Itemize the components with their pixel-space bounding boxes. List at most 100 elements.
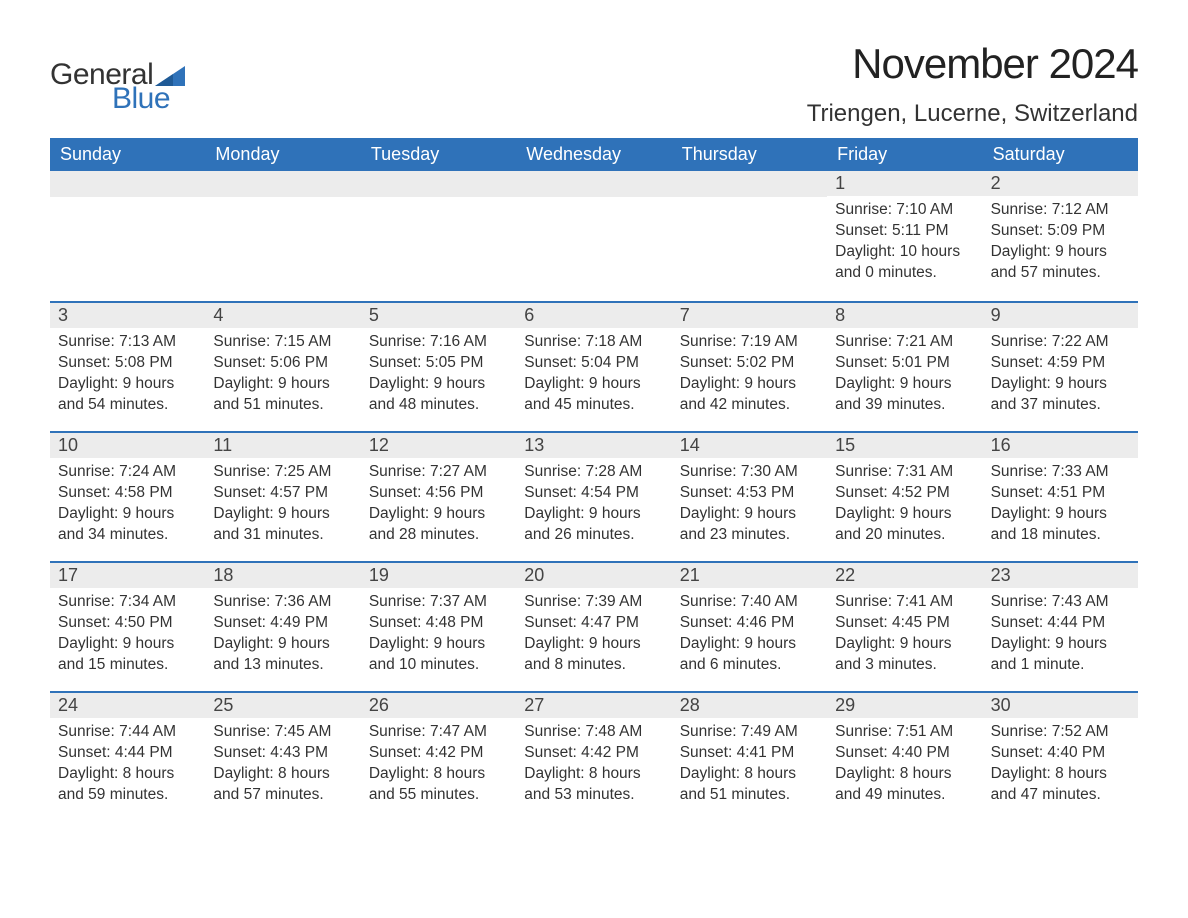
day-number: 4 (205, 303, 360, 328)
day-body: Sunrise: 7:40 AMSunset: 4:46 PMDaylight:… (672, 588, 827, 690)
day-number: 21 (672, 563, 827, 588)
sunset-line: Sunset: 4:42 PM (524, 743, 663, 764)
sunrise-line: Sunrise: 7:28 AM (524, 462, 663, 483)
day-body: Sunrise: 7:25 AMSunset: 4:57 PMDaylight:… (205, 458, 360, 560)
sunset-line: Sunset: 4:43 PM (213, 743, 352, 764)
dow-cell: Saturday (983, 138, 1138, 171)
sunset-line: Sunset: 4:53 PM (680, 483, 819, 504)
day-cell: 24Sunrise: 7:44 AMSunset: 4:44 PMDayligh… (50, 693, 205, 821)
day-number: 9 (983, 303, 1138, 328)
day-number: 10 (50, 433, 205, 458)
sunset-line: Sunset: 4:50 PM (58, 613, 197, 634)
day-cell: 29 Sunrise: 7:51 AMSunset: 4:40 PMDayligh… (827, 693, 982, 821)
daylight-line: Daylight: 9 hours and 8 minutes. (524, 634, 663, 676)
dow-cell: Thursday (672, 138, 827, 171)
sunset-line: Sunset: 4:44 PM (991, 613, 1130, 634)
day-number: 15 (827, 433, 982, 458)
day-number: 29 (827, 693, 982, 718)
sunset-line: Sunset: 5:06 PM (213, 353, 352, 374)
sunrise-line: Sunrise: 7:40 AM (680, 592, 819, 613)
sunset-line: Sunset: 5:01 PM (835, 353, 974, 374)
weeks-container: 1Sunrise: 7:10 AMSunset: 5:11 PMDaylight… (50, 171, 1138, 821)
day-body: Sunrise: 7:18 AMSunset: 5:04 PMDaylight:… (516, 328, 671, 430)
day-number: 5 (361, 303, 516, 328)
day-body: Sunrise: 7:45 AMSunset: 4:43 PMDaylight:… (205, 718, 360, 820)
sunrise-line: Sunrise: 7:25 AM (213, 462, 352, 483)
day-number: 2 (983, 171, 1138, 196)
daylight-line: Daylight: 9 hours and 3 minutes. (835, 634, 974, 676)
day-cell: 22Sunrise: 7:41 AMSunset: 4:45 PMDayligh… (827, 563, 982, 691)
week-row: 1Sunrise: 7:10 AMSunset: 5:11 PMDaylight… (50, 171, 1138, 301)
sunrise-line: Sunrise: 7:16 AM (369, 332, 508, 353)
day-cell: 6Sunrise: 7:18 AMSunset: 5:04 PMDaylight… (516, 303, 671, 431)
sunrise-line: Sunrise: 7:44 AM (58, 722, 197, 743)
day-cell: 16Sunrise: 7:33 AMSunset: 4:51 PMDayligh… (983, 433, 1138, 561)
day-body: Sunrise: 7:39 AMSunset: 4:47 PMDaylight:… (516, 588, 671, 690)
day-cell: 1Sunrise: 7:10 AMSunset: 5:11 PMDaylight… (827, 171, 982, 301)
sunrise-line: Sunrise: 7:49 AM (680, 722, 819, 743)
day-cell: 14Sunrise: 7:30 AMSunset: 4:53 PMDayligh… (672, 433, 827, 561)
day-body: Sunrise: 7:41 AMSunset: 4:45 PMDaylight:… (827, 588, 982, 690)
sunset-line: Sunset: 4:57 PM (213, 483, 352, 504)
day-body: Sunrise: 7:19 AMSunset: 5:02 PMDaylight:… (672, 328, 827, 430)
daylight-line: Daylight: 9 hours and 10 minutes. (369, 634, 508, 676)
day-number: 23 (983, 563, 1138, 588)
day-cell: 5Sunrise: 7:16 AMSunset: 5:05 PMDaylight… (361, 303, 516, 431)
sunset-line: Sunset: 4:42 PM (369, 743, 508, 764)
sunrise-line: Sunrise: 7:34 AM (58, 592, 197, 613)
day-number: 18 (205, 563, 360, 588)
day-body: Sunrise: 7:37 AMSunset: 4:48 PMDaylight:… (361, 588, 516, 690)
daylight-line: Daylight: 9 hours and 39 minutes. (835, 374, 974, 416)
daylight-line: Daylight: 8 hours and 51 minutes. (680, 764, 819, 806)
sunset-line: Sunset: 4:44 PM (58, 743, 197, 764)
sunset-line: Sunset: 5:02 PM (680, 353, 819, 374)
day-body: Sunrise: 7:49 AMSunset: 4:41 PMDaylight:… (672, 718, 827, 820)
day-cell: 20Sunrise: 7:39 AMSunset: 4:47 PMDayligh… (516, 563, 671, 691)
day-cell: 30Sunrise: 7:52 AMSunset: 4:40 PMDayligh… (983, 693, 1138, 821)
day-number: 28 (672, 693, 827, 718)
sunrise-line: Sunrise: 7:33 AM (991, 462, 1130, 483)
day-body: Sunrise: 7:21 AMSunset: 5:01 PMDaylight:… (827, 328, 982, 430)
day-body: Sunrise: 7:22 AMSunset: 4:59 PMDaylight:… (983, 328, 1138, 430)
dow-cell: Sunday (50, 138, 205, 171)
day-cell: 15Sunrise: 7:31 AMSunset: 4:52 PMDayligh… (827, 433, 982, 561)
day-cell: 10Sunrise: 7:24 AMSunset: 4:58 PMDayligh… (50, 433, 205, 561)
sunset-line: Sunset: 5:11 PM (835, 221, 974, 242)
sunset-line: Sunset: 4:48 PM (369, 613, 508, 634)
day-number: 13 (516, 433, 671, 458)
day-cell: 27Sunrise: 7:48 AMSunset: 4:42 PMDayligh… (516, 693, 671, 821)
daylight-line: Daylight: 8 hours and 53 minutes. (524, 764, 663, 806)
daylight-line: Daylight: 9 hours and 26 minutes. (524, 504, 663, 546)
day-number: 11 (205, 433, 360, 458)
sunset-line: Sunset: 4:40 PM (835, 743, 974, 764)
sunrise-line: Sunrise: 7:51 AM (835, 722, 974, 743)
daylight-line: Daylight: 9 hours and 15 minutes. (58, 634, 197, 676)
dow-cell: Tuesday (361, 138, 516, 171)
logo-text-blue: Blue (112, 82, 170, 116)
daylight-line: Daylight: 8 hours and 49 minutes. (835, 764, 974, 806)
day-cell: 8Sunrise: 7:21 AMSunset: 5:01 PMDaylight… (827, 303, 982, 431)
dow-cell: Wednesday (516, 138, 671, 171)
sunset-line: Sunset: 4:46 PM (680, 613, 819, 634)
day-number: 22 (827, 563, 982, 588)
daylight-line: Daylight: 8 hours and 47 minutes. (991, 764, 1130, 806)
daylight-line: Daylight: 9 hours and 42 minutes. (680, 374, 819, 416)
week-row: 10Sunrise: 7:24 AMSunset: 4:58 PMDayligh… (50, 431, 1138, 561)
sunrise-line: Sunrise: 7:24 AM (58, 462, 197, 483)
day-cell (516, 171, 671, 301)
dow-cell: Friday (827, 138, 982, 171)
day-cell: 11Sunrise: 7:25 AMSunset: 4:57 PMDayligh… (205, 433, 360, 561)
day-number: 7 (672, 303, 827, 328)
sunset-line: Sunset: 4:51 PM (991, 483, 1130, 504)
day-number: 25 (205, 693, 360, 718)
sunset-line: Sunset: 4:41 PM (680, 743, 819, 764)
day-number: 1 (827, 171, 982, 196)
sunset-line: Sunset: 5:08 PM (58, 353, 197, 374)
day-body: Sunrise: 7:31 AMSunset: 4:52 PMDaylight:… (827, 458, 982, 560)
day-cell: 25Sunrise: 7:45 AMSunset: 4:43 PMDayligh… (205, 693, 360, 821)
day-cell: 3Sunrise: 7:13 AMSunset: 5:08 PMDaylight… (50, 303, 205, 431)
day-cell (361, 171, 516, 301)
day-body: Sunrise: 7:16 AMSunset: 5:05 PMDaylight:… (361, 328, 516, 430)
calendar: SundayMondayTuesdayWednesdayThursdayFrid… (50, 138, 1138, 821)
day-cell: 21Sunrise: 7:40 AMSunset: 4:46 PMDayligh… (672, 563, 827, 691)
